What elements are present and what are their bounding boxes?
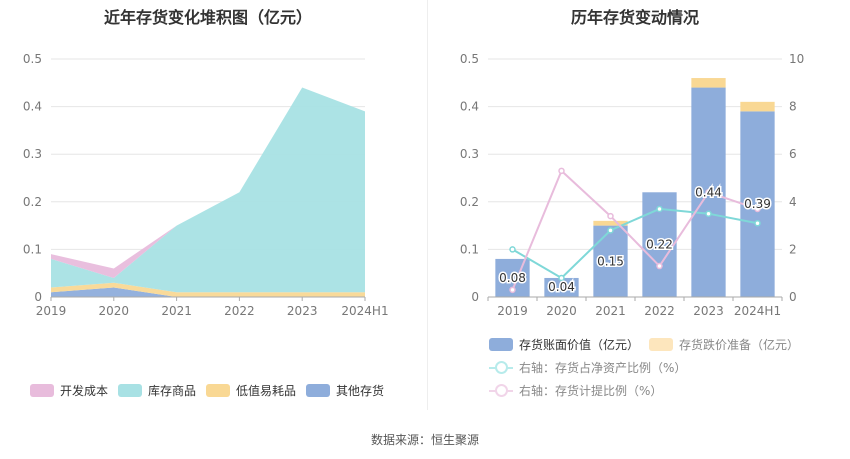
legend-label: 存货跌价准备（亿元） xyxy=(679,338,800,352)
stacked-area-chart: 0 0.1 0.2 0.3 0.4 0.5 2019 2020 2021 2022 2023 2024… xyxy=(23,52,389,318)
y-tick-label: 0.2 xyxy=(23,195,42,209)
x-tick-label: 2019 xyxy=(36,304,67,318)
chart-divider xyxy=(427,0,428,410)
legend-swatch xyxy=(649,338,673,351)
legend-label: 开发成本 xyxy=(60,384,109,398)
data-label: 0.44 xyxy=(695,185,722,199)
legend-label: 存货账面价值（亿元） xyxy=(519,338,640,352)
legend-swatch xyxy=(30,384,54,397)
legend-item-impairment[interactable]: 存货跌价准备（亿元） xyxy=(649,336,799,353)
line-point xyxy=(607,212,614,220)
data-label: 0.04 xyxy=(548,280,575,294)
line-point xyxy=(754,219,761,227)
line-point xyxy=(607,227,614,234)
line-point xyxy=(558,167,565,175)
y-tick-label: 0.5 xyxy=(460,52,479,66)
y-tick-label: 0 xyxy=(34,290,42,304)
x-tick-label: 2021 xyxy=(161,304,192,318)
right-chart-title: 历年存货变动情况 xyxy=(570,8,699,27)
y-tick-label: 0.4 xyxy=(23,100,42,114)
legend-line-swatch xyxy=(489,384,513,397)
line-point xyxy=(656,262,663,270)
area-series xyxy=(51,282,365,297)
data-label: 0.39 xyxy=(744,197,771,211)
data-label: 0.08 xyxy=(499,271,526,285)
x-tick-label: 2022 xyxy=(644,304,675,318)
y2-tick-label: 4 xyxy=(789,195,797,209)
left-legend: 开发成本 库存商品 低值易耗品 其他存货 xyxy=(30,382,410,400)
line-point xyxy=(656,205,663,213)
legend-swatch xyxy=(206,384,230,397)
legend-item-finished-goods[interactable]: 库存商品 xyxy=(118,382,196,399)
area-series xyxy=(51,87,365,293)
data-source-footer: 数据来源：恒生聚源 xyxy=(370,433,479,447)
legend-item-provision-ratio[interactable]: 右轴：存货计提比例（%） xyxy=(489,382,662,399)
legend-label: 低值易耗品 xyxy=(236,384,297,398)
y2-tick-label: 2 xyxy=(789,242,797,256)
y-tick-label: 0.1 xyxy=(23,242,42,256)
legend-swatch xyxy=(118,384,142,397)
x-tick-label: 2024H1 xyxy=(734,304,781,318)
line-point xyxy=(509,246,516,253)
legend-label: 右轴：存货占净资产比例（%） xyxy=(519,361,687,375)
legend-item-dev-cost[interactable]: 开发成本 xyxy=(30,382,108,399)
legend-line-swatch xyxy=(489,361,513,374)
inventory-bar-line-chart: 0 0.1 0.2 0.3 0.4 0.5 0 2 4 6 8 10 2019 2020 2021 2022 2… xyxy=(460,52,804,318)
legend-swatch xyxy=(489,338,513,351)
y-tick-label: 0.2 xyxy=(460,195,479,209)
line-point xyxy=(705,210,712,217)
legend-label: 其他存货 xyxy=(336,384,385,398)
legend-item-low-value-consumables[interactable]: 低值易耗品 xyxy=(206,382,296,399)
x-tick-label: 2020 xyxy=(546,304,577,318)
y-tick-label: 0.4 xyxy=(460,100,479,114)
bar xyxy=(740,101,775,112)
legend-label: 右轴：存货计提比例（%） xyxy=(519,384,663,398)
data-label: 0.22 xyxy=(646,238,673,252)
legend-item-other-inventory[interactable]: 其他存货 xyxy=(306,382,384,399)
x-tick-label: 2022 xyxy=(224,304,255,318)
line-point xyxy=(509,286,516,294)
y-tick-label: 0.3 xyxy=(23,147,42,161)
right-legend: 存货账面价值（亿元） 存货跌价准备（亿元） 右轴：存货占净资产比例（%） 右轴：… xyxy=(489,336,829,402)
x-tick-label: 2024H1 xyxy=(341,304,388,318)
y2-tick-label: 10 xyxy=(789,52,804,66)
legend-item-book-value[interactable]: 存货账面价值（亿元） xyxy=(489,336,639,353)
bar xyxy=(691,78,726,88)
y2-tick-label: 6 xyxy=(789,147,797,161)
x-tick-label: 2020 xyxy=(99,304,130,318)
left-chart-title: 近年存货变化堆积图（亿元） xyxy=(103,8,312,27)
legend-item-net-asset-ratio[interactable]: 右轴：存货占净资产比例（%） xyxy=(489,359,686,376)
data-label: 0.15 xyxy=(597,254,624,268)
x-tick-label: 2021 xyxy=(595,304,626,318)
legend-label: 库存商品 xyxy=(148,384,197,398)
line-point xyxy=(754,205,761,213)
line-point xyxy=(558,274,565,282)
line-series xyxy=(511,169,758,291)
area-series xyxy=(51,287,365,297)
bar xyxy=(544,277,579,297)
y-tick-label: 0 xyxy=(471,290,479,304)
x-tick-label: 2019 xyxy=(497,304,528,318)
bar xyxy=(593,225,628,297)
bar xyxy=(593,220,628,226)
y2-tick-label: 8 xyxy=(789,100,797,114)
y-tick-label: 0.1 xyxy=(460,242,479,256)
y2-tick-label: 0 xyxy=(789,290,797,304)
x-tick-label: 2023 xyxy=(693,304,724,318)
x-tick-label: 2023 xyxy=(287,304,318,318)
y-tick-label: 0.5 xyxy=(23,52,42,66)
line-point xyxy=(705,189,712,196)
y-tick-label: 0.3 xyxy=(460,147,479,161)
line-series xyxy=(511,207,758,280)
legend-swatch xyxy=(306,384,330,397)
